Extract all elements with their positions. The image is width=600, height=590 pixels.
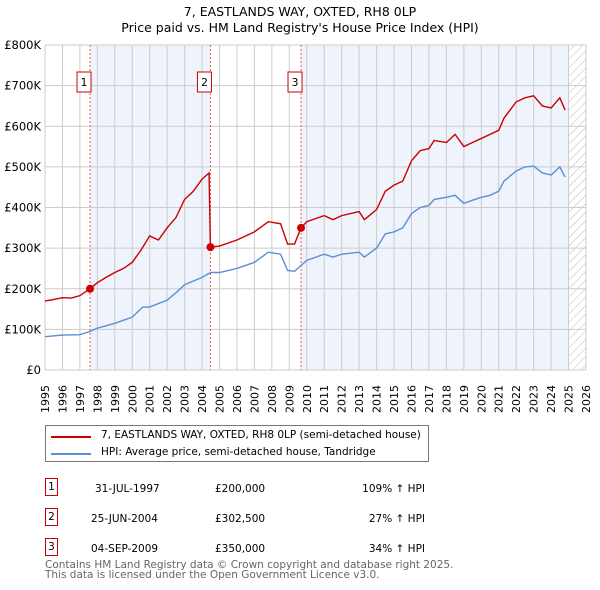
sale-point bbox=[297, 223, 306, 232]
sale-row: 2 25-JUN-2004 £302,500 27% ↑ HPI bbox=[45, 508, 445, 531]
chart: 1995 1996 1997 1998 1999 2000 2001 2002 2003 2004… bbox=[4, 38, 593, 413]
x-tick-label: 2001 bbox=[144, 385, 157, 413]
legend-blue-line bbox=[51, 453, 91, 455]
chart-subtitle: Price paid vs. HM Land Registry's House … bbox=[121, 20, 479, 35]
sale-hpi: 34% ↑ HPI bbox=[368, 543, 425, 555]
sale-point bbox=[206, 243, 215, 252]
sale-hpi: 109% ↑ HPI bbox=[362, 483, 425, 495]
x-tick-label: 2004 bbox=[196, 385, 209, 413]
sale-marker-number: 3 bbox=[292, 76, 299, 89]
sale-date: 31-JUL-1997 bbox=[95, 483, 160, 495]
x-tick-label: 1996 bbox=[56, 385, 69, 413]
x-tick-label: 2014 bbox=[371, 385, 384, 413]
legend: 7, EASTLANDS WAY, OXTED, RH8 0LP (semi-d… bbox=[45, 425, 429, 462]
x-tick-label: 2022 bbox=[510, 385, 523, 413]
x-tick-label: 2006 bbox=[231, 385, 244, 413]
x-tick-label: 2025 bbox=[563, 385, 576, 413]
y-tick-label: £500K bbox=[4, 160, 41, 174]
legend-red-line bbox=[51, 436, 91, 438]
sale-date: 04-SEP-2009 bbox=[91, 543, 159, 555]
sale-price: £350,000 bbox=[215, 543, 266, 555]
x-tick-label: 2007 bbox=[248, 385, 261, 413]
x-tick-label: 2017 bbox=[423, 385, 436, 413]
x-tick-label: 2016 bbox=[405, 385, 418, 413]
sale-marker-number: 2 bbox=[201, 76, 208, 89]
sale-marker-box bbox=[287, 71, 303, 93]
x-tick-label: 2011 bbox=[318, 385, 331, 413]
x-tick-label: 2005 bbox=[214, 385, 227, 413]
legend-item-property: 7, EASTLANDS WAY, OXTED, RH8 0LP (semi-d… bbox=[101, 429, 421, 441]
price-line bbox=[44, 95, 566, 302]
y-tick-label: £0 bbox=[26, 363, 41, 377]
y-tick-label: £300K bbox=[4, 241, 41, 255]
sale-hpi: 27% ↑ HPI bbox=[368, 513, 425, 525]
legend-item-hpi: HPI: Average price, semi-detached house,… bbox=[101, 446, 376, 458]
x-tick-label: 2003 bbox=[179, 385, 192, 413]
sale-price: £200,000 bbox=[215, 483, 266, 495]
y-tick-label: £400K bbox=[4, 201, 41, 215]
x-tick-label: 2013 bbox=[353, 385, 366, 413]
y-tick-label: £600K bbox=[4, 119, 41, 133]
sale-number: 3 bbox=[45, 538, 58, 556]
sale-number: 1 bbox=[45, 478, 58, 496]
x-tick-label: 2010 bbox=[301, 385, 314, 413]
sale-row: 3 04-SEP-2009 £350,000 34% ↑ HPI bbox=[45, 538, 445, 561]
y-tick-label: £100K bbox=[4, 322, 41, 336]
x-tick-label: 2015 bbox=[388, 385, 401, 413]
sale-marker-number: 1 bbox=[81, 76, 88, 89]
y-tick-label: £800K bbox=[4, 38, 41, 52]
sale-point bbox=[86, 284, 95, 293]
sale-marker-box bbox=[196, 71, 212, 93]
x-tick-label: 1999 bbox=[109, 385, 122, 413]
x-tick-label: 2012 bbox=[336, 385, 349, 413]
chart-title: 7, EASTLANDS WAY, OXTED, RH8 0LP bbox=[183, 4, 417, 19]
sale-price: £302,500 bbox=[215, 513, 266, 525]
y-tick-label: £700K bbox=[4, 79, 41, 93]
sale-row: 1 31-JUL-1997 £200,000 109% ↑ HPI bbox=[45, 478, 445, 501]
footer-line2: This data is licensed under the Open Gov… bbox=[45, 569, 380, 581]
x-tick-label: 2024 bbox=[545, 385, 558, 413]
x-tick-label: 2008 bbox=[266, 385, 279, 413]
x-tick-label: 1995 bbox=[39, 385, 52, 413]
x-tick-label: 1998 bbox=[91, 385, 104, 413]
y-tick-label: £200K bbox=[4, 282, 41, 296]
x-tick-label: 2021 bbox=[493, 385, 506, 413]
x-tick-label: 2000 bbox=[126, 385, 139, 413]
x-tick-label: 1997 bbox=[74, 385, 87, 413]
x-tick-label: 2023 bbox=[528, 385, 541, 413]
x-tick-label: 2026 bbox=[580, 385, 593, 413]
sale-date: 25-JUN-2004 bbox=[91, 513, 158, 525]
x-tick-label: 2020 bbox=[475, 385, 488, 413]
x-tick-label: 2018 bbox=[440, 385, 453, 413]
hpi-line bbox=[44, 165, 566, 338]
footer: Contains HM Land Registry data © Crown c… bbox=[45, 559, 454, 581]
sale-number: 2 bbox=[45, 508, 58, 526]
x-tick-label: 2009 bbox=[283, 385, 296, 413]
x-tick-label: 2019 bbox=[458, 385, 471, 413]
footer-line1: Contains HM Land Registry data © Crown c… bbox=[45, 559, 454, 571]
x-tick-label: 2002 bbox=[161, 385, 174, 413]
sale-marker-box bbox=[76, 71, 92, 93]
